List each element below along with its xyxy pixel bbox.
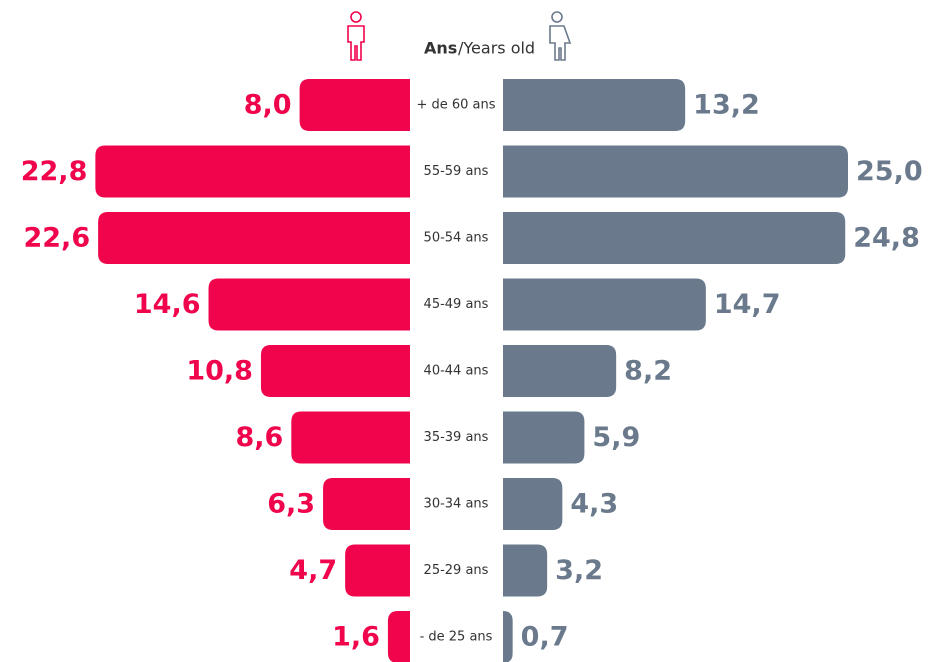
bar [95,145,411,198]
value-label: 8,0 [244,90,292,121]
bar [98,212,411,264]
value-label: 4,7 [289,555,337,586]
bar [503,411,585,464]
header: /Years old [458,39,535,58]
category-label: 35-39 ans [424,430,489,445]
header-bold: Ans [424,39,457,58]
bar [503,611,513,662]
female-icon [549,11,572,61]
value-label: 14,7 [714,289,781,320]
value-label: 3,2 [555,555,603,586]
category-label: 30-34 ans [424,497,489,512]
value-label: 1,6 [332,622,380,653]
value-label: 13,2 [693,90,760,121]
bar [503,145,848,198]
value-label: 22,8 [21,156,88,187]
category-label: + de 60 ans [416,98,495,113]
value-label: 5,9 [592,422,640,453]
value-label: 24,8 [853,223,920,254]
category-label: - de 25 ans [420,630,493,645]
value-label: 22,6 [23,223,90,254]
category-label: 25-29 ans [424,563,489,578]
bar [387,611,410,662]
value-label: 10,8 [186,356,253,387]
bar [503,345,617,397]
bar [208,278,410,331]
bar [323,478,410,530]
bar [345,544,410,597]
value-label: 25,0 [856,156,923,187]
category-label: 55-59 ans [424,164,489,179]
bar [291,411,410,464]
value-label: 8,2 [624,356,672,387]
category-label: 50-54 ans [424,231,489,246]
value-label: 8,6 [235,422,283,453]
bar [503,79,686,131]
value-label: 4,3 [570,489,618,520]
bar [503,278,706,331]
bar [260,345,410,397]
bar [503,212,846,264]
category-label: 45-49 ans [424,297,489,312]
category-label: 40-44 ans [424,364,489,379]
bar [503,478,563,530]
value-label: 14,6 [134,289,201,320]
value-label: 0,7 [521,622,569,653]
male-icon [347,11,365,61]
bar [299,79,410,131]
value-label: 6,3 [267,489,315,520]
bar [503,544,548,597]
